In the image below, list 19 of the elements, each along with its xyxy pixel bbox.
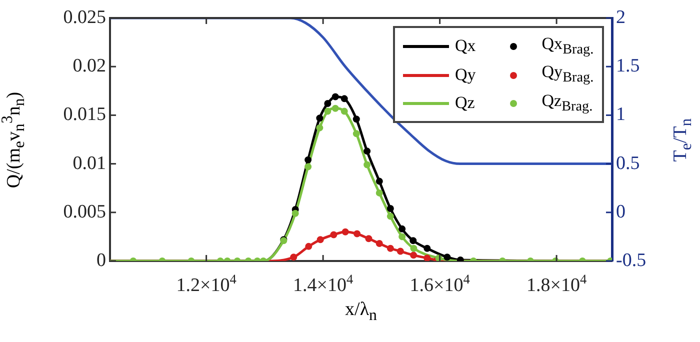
y-tick-label: 0 — [96, 250, 106, 271]
legend-label: Qx$_{Brag.}$ — [542, 34, 594, 58]
legend-label: Qz$_{Brag.}$ — [542, 90, 593, 116]
y-tick-label: 0.01 — [72, 152, 106, 174]
legend-label: Qx — [455, 36, 476, 56]
y2-tick-label: 0.5 — [616, 152, 640, 174]
y2-tick-label: 2 — [616, 6, 626, 28]
x-axis-title: x/λ$_{n}$ — [345, 299, 377, 324]
legend-label: Qy — [455, 64, 476, 85]
y2-tick-label: 1 — [616, 104, 626, 126]
y-tick-label: 0.025 — [63, 6, 106, 28]
legend-label: Qz — [455, 92, 475, 113]
y2-tick-label: 1.5 — [616, 56, 640, 77]
y2-tick-label: 0 — [616, 201, 626, 222]
y-tick-label: 0.015 — [63, 104, 106, 126]
y2-tick-label: -0.5 — [616, 250, 646, 271]
y-tick-label: 0.005 — [63, 201, 106, 222]
legend-label: Qy$_{Brag.}$ — [542, 62, 594, 87]
y-tick-label: 0.02 — [72, 56, 106, 77]
